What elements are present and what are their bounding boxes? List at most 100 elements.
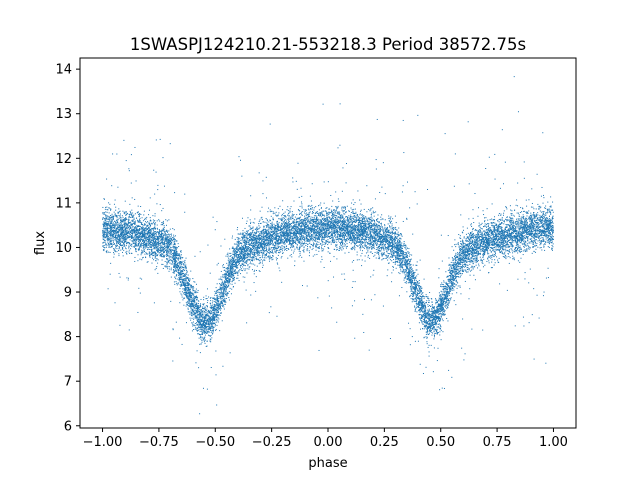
data-point xyxy=(418,292,420,294)
data-point xyxy=(239,233,241,235)
data-point xyxy=(454,273,456,275)
data-point xyxy=(169,256,171,258)
data-point xyxy=(247,259,249,261)
data-point xyxy=(204,334,206,336)
data-point xyxy=(277,233,279,235)
data-point xyxy=(349,231,351,233)
data-point xyxy=(488,236,490,238)
data-point xyxy=(411,336,413,338)
data-point xyxy=(263,239,265,241)
data-point xyxy=(107,288,109,290)
data-point xyxy=(318,212,320,214)
data-point xyxy=(520,248,522,250)
data-point xyxy=(185,285,187,287)
data-point xyxy=(376,224,378,226)
data-point xyxy=(506,224,508,226)
data-point xyxy=(497,224,499,226)
data-point xyxy=(434,319,436,321)
data-point xyxy=(206,310,208,312)
data-point xyxy=(443,292,445,294)
data-point xyxy=(245,256,247,258)
data-point xyxy=(347,221,349,223)
data-point xyxy=(231,270,233,272)
data-point xyxy=(483,238,485,240)
data-point xyxy=(141,217,143,219)
data-point xyxy=(202,309,204,311)
data-point xyxy=(301,237,303,239)
data-point xyxy=(265,238,267,240)
data-point xyxy=(263,225,265,227)
data-point xyxy=(110,262,112,264)
data-point xyxy=(148,232,150,234)
data-point xyxy=(552,231,554,233)
data-point xyxy=(326,222,328,224)
data-point xyxy=(238,264,240,266)
data-point xyxy=(134,229,136,231)
data-point xyxy=(131,233,133,235)
data-point xyxy=(353,240,355,242)
data-point xyxy=(289,237,291,239)
data-point xyxy=(285,238,287,240)
data-point xyxy=(403,254,405,256)
data-point xyxy=(546,226,548,228)
data-point xyxy=(451,283,453,285)
data-point xyxy=(399,273,401,275)
data-point xyxy=(104,227,106,229)
data-point xyxy=(480,259,482,261)
data-point xyxy=(549,227,551,229)
data-point xyxy=(278,252,280,254)
data-point xyxy=(320,242,322,244)
data-point xyxy=(232,251,234,253)
data-point xyxy=(410,277,412,279)
data-point xyxy=(516,233,518,235)
data-point xyxy=(125,228,127,230)
data-point xyxy=(496,240,498,242)
data-point xyxy=(380,244,382,246)
data-point xyxy=(552,227,554,229)
data-point xyxy=(345,239,347,241)
data-point xyxy=(143,214,145,216)
data-point xyxy=(393,250,395,252)
data-point xyxy=(210,306,212,308)
data-point xyxy=(174,252,176,254)
data-point xyxy=(505,224,507,226)
data-point xyxy=(384,239,386,241)
data-point xyxy=(224,286,226,288)
data-point xyxy=(401,235,403,237)
data-point xyxy=(323,237,325,239)
data-point xyxy=(149,255,151,257)
data-point xyxy=(438,309,440,311)
data-point xyxy=(243,256,245,258)
data-point xyxy=(147,225,149,227)
data-point xyxy=(154,253,156,255)
data-point xyxy=(305,227,307,229)
data-point xyxy=(552,229,554,231)
data-point xyxy=(315,234,317,236)
data-point xyxy=(203,329,205,331)
data-point xyxy=(282,228,284,230)
data-point xyxy=(207,322,209,324)
data-point xyxy=(523,240,525,242)
data-point xyxy=(124,218,126,220)
data-point xyxy=(352,226,354,228)
data-point xyxy=(149,197,151,199)
data-point xyxy=(260,238,262,240)
data-point xyxy=(212,325,214,327)
data-point xyxy=(531,224,533,226)
data-point xyxy=(113,234,115,236)
data-point xyxy=(122,234,124,236)
data-point xyxy=(121,229,123,231)
data-point xyxy=(247,243,249,245)
data-point xyxy=(392,266,394,268)
data-point xyxy=(414,298,416,300)
data-point xyxy=(542,215,544,217)
data-point xyxy=(398,227,400,229)
data-point xyxy=(376,219,378,221)
data-point xyxy=(246,254,248,256)
data-point xyxy=(156,246,158,248)
data-point xyxy=(194,300,196,302)
data-point xyxy=(125,217,127,219)
data-point xyxy=(133,232,135,234)
data-point xyxy=(383,244,385,246)
data-point xyxy=(404,277,406,279)
